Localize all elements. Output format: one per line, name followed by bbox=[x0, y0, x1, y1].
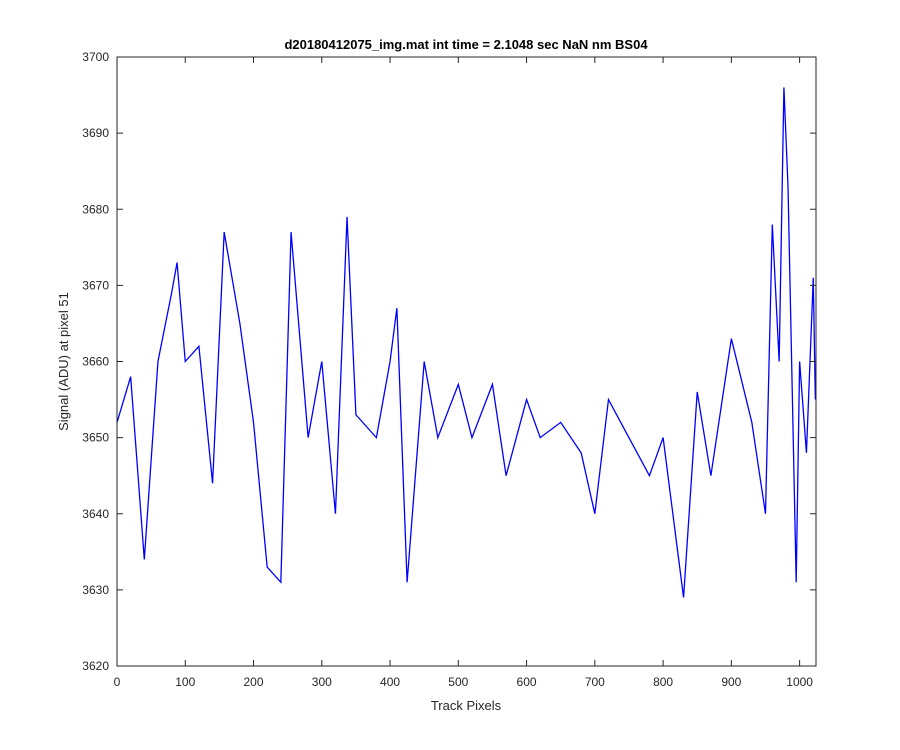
x-tick-label: 300 bbox=[312, 675, 332, 689]
x-tick-label: 200 bbox=[244, 675, 264, 689]
y-axis-label: Signal (ADU) at pixel 51 bbox=[56, 292, 71, 431]
y-tick-label: 3670 bbox=[82, 278, 109, 292]
x-axis-label: Track Pixels bbox=[431, 698, 502, 713]
series-lines bbox=[116, 87, 816, 598]
x-tick-label: 500 bbox=[448, 675, 468, 689]
y-tick-label: 3620 bbox=[82, 659, 109, 673]
y-tick-label: 3680 bbox=[82, 202, 109, 216]
x-axis-ticks: 0 100 200 300 400 500 600 700 800 900 1000 bbox=[114, 57, 813, 689]
x-tick-label: 400 bbox=[380, 675, 400, 689]
y-tick-label: 3640 bbox=[82, 507, 109, 521]
y-tick-label: 3700 bbox=[82, 50, 109, 64]
x-tick-label: 700 bbox=[585, 675, 605, 689]
x-tick-label: 900 bbox=[721, 675, 741, 689]
x-tick-label: 1000 bbox=[786, 675, 813, 689]
y-axis-ticks: 3620 3630 3640 3650 3660 3670 3680 3690 3700 bbox=[82, 50, 816, 673]
y-tick-label: 3690 bbox=[82, 126, 109, 140]
y-tick-label: 3630 bbox=[82, 583, 109, 597]
plot-area bbox=[117, 57, 816, 666]
chart-title: d20180412075_img.mat int time = 2.1048 s… bbox=[284, 37, 648, 52]
x-tick-label: 0 bbox=[114, 675, 121, 689]
x-tick-label: 800 bbox=[653, 675, 673, 689]
x-tick-label: 600 bbox=[517, 675, 537, 689]
x-tick-label: 100 bbox=[175, 675, 195, 689]
y-tick-label: 3650 bbox=[82, 431, 109, 445]
series-line-1 bbox=[116, 87, 816, 598]
y-tick-label: 3660 bbox=[82, 355, 109, 369]
